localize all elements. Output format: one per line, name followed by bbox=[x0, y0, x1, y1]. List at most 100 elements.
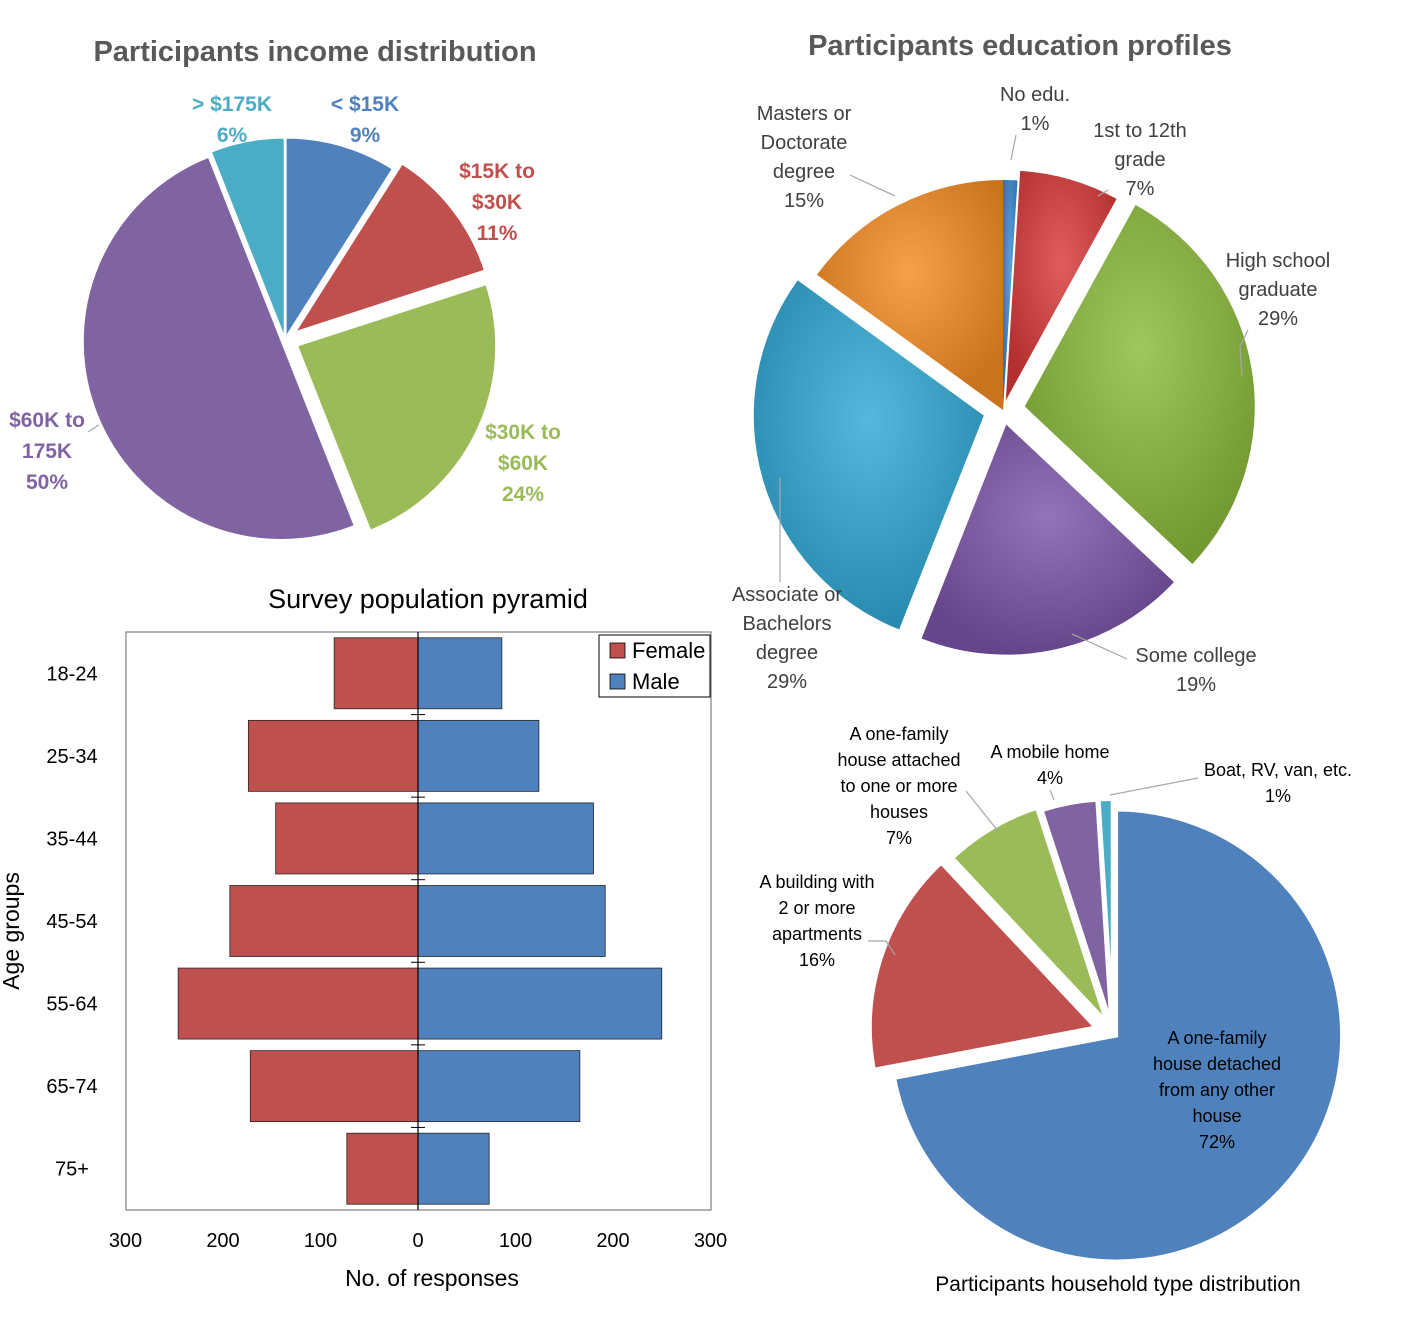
legend-label-male: Male bbox=[632, 669, 680, 694]
income-label-1: $15K to $30K 11% bbox=[459, 160, 535, 245]
female-bar-65-74 bbox=[249, 1050, 419, 1123]
income-label-0-line-1: 9% bbox=[350, 124, 381, 147]
household-label-1: A building with 2 or more apartments 16% bbox=[759, 872, 874, 970]
household-label-0: A one-family house detached from any other… bbox=[1153, 1028, 1281, 1152]
education-pie-labels: No edu. 1% 1st to 12th grade 7% High school gr… bbox=[732, 84, 1330, 696]
education-leader-line-5 bbox=[849, 174, 896, 197]
education-label-1-line-2: 7% bbox=[1126, 178, 1155, 200]
household-label-3-line-0: A mobile home bbox=[990, 742, 1109, 762]
household-label-2-line-2: to one or more bbox=[840, 776, 957, 796]
household-label-4-line-0: Boat, RV, van, etc. bbox=[1204, 760, 1352, 780]
education-label-0: No edu. 1% bbox=[1000, 84, 1070, 135]
education-label-4-line-1: Bachelors bbox=[743, 613, 832, 635]
household-slice-2 bbox=[949, 805, 1109, 1025]
income-slice-3 bbox=[83, 156, 355, 540]
male-bar-55-64 bbox=[417, 967, 663, 1040]
education-label-5: Masters or Doctorate degree 15% bbox=[757, 103, 852, 212]
education-label-5-line-3: 15% bbox=[784, 190, 824, 212]
household-label-1-line-3: 16% bbox=[799, 950, 835, 970]
income-chart-title: Participants income distribution bbox=[93, 36, 536, 68]
male-bar-25-34 bbox=[417, 719, 540, 792]
education-label-0-line-0: No edu. bbox=[1000, 84, 1070, 106]
education-label-5-line-2: degree bbox=[773, 161, 835, 183]
household-slice-1 bbox=[867, 859, 1100, 1073]
household-label-4-line-1: 1% bbox=[1265, 786, 1291, 806]
pyramid-chart-title: Survey population pyramid bbox=[268, 584, 588, 614]
income-label-3-line-0: $60K to bbox=[9, 409, 85, 432]
income-label-3-line-1: 175K bbox=[22, 440, 72, 463]
education-label-2-line-0: High school bbox=[1226, 250, 1331, 272]
income-label-2-line-0: $30K to bbox=[485, 421, 561, 444]
female-bar-18-24 bbox=[333, 637, 419, 710]
income-label-2: $30K to $60K 24% bbox=[485, 421, 561, 506]
legend-swatch-female bbox=[609, 642, 626, 659]
household-label-1-line-0: A building with bbox=[759, 872, 874, 892]
income-pie-labels: < $15K 9% $15K to $30K 11% $30K to $60K 24% $60K… bbox=[9, 93, 561, 506]
household-label-4: Boat, RV, van, etc. 1% bbox=[1204, 760, 1352, 806]
income-label-1-line-1: $30K bbox=[472, 191, 522, 214]
x-tick-label-3: 0 bbox=[412, 1230, 423, 1252]
income-label-1-line-2: 11% bbox=[477, 222, 518, 245]
household-label-0-line-0: A one-family bbox=[1167, 1028, 1266, 1048]
education-slice-shade-3 bbox=[921, 424, 1174, 655]
legend-label-female: Female bbox=[632, 638, 705, 663]
pyramid-axis: 18-24 25-34 35-44 45-54 55-64 65-74 75+ 300 200 1… bbox=[46, 632, 727, 1252]
education-label-3-line-1: 19% bbox=[1176, 674, 1216, 696]
education-label-3: Some college 19% bbox=[1135, 645, 1256, 696]
income-label-3: $60K to 175K 50% bbox=[9, 409, 85, 494]
income-slice-0 bbox=[285, 137, 393, 338]
education-slice-shade-4 bbox=[753, 280, 984, 630]
household-leader-line-4 bbox=[1109, 777, 1199, 796]
y-tick-label-6: 75+ bbox=[55, 1159, 89, 1181]
education-label-4-line-0: Associate or bbox=[732, 584, 842, 606]
female-bar-35-44 bbox=[275, 802, 419, 875]
x-tick-label-1: 200 bbox=[206, 1230, 239, 1252]
education-label-1: 1st to 12th grade 7% bbox=[1093, 120, 1186, 200]
income-label-0-line-0: < $15K bbox=[331, 93, 399, 116]
education-label-4: Associate or Bachelors degree 29% bbox=[732, 584, 842, 693]
income-slice-1 bbox=[294, 163, 486, 333]
household-label-1-line-1: 2 or more bbox=[778, 898, 855, 918]
education-label-2: High school graduate 29% bbox=[1226, 250, 1331, 330]
education-label-1-line-0: 1st to 12th bbox=[1093, 120, 1186, 142]
y-tick-label-4: 55-64 bbox=[46, 994, 97, 1016]
household-label-3: A mobile home 4% bbox=[990, 742, 1109, 788]
education-label-2-line-1: graduate bbox=[1239, 279, 1318, 301]
household-label-3-line-1: 4% bbox=[1037, 768, 1063, 788]
income-label-4: > $175K 6% bbox=[192, 93, 272, 147]
x-tick-label-4: 100 bbox=[499, 1230, 532, 1252]
education-label-5-line-1: Doctorate bbox=[761, 132, 848, 154]
y-tick-label-1: 25-34 bbox=[46, 746, 97, 768]
pyramid-x-axis-title: No. of responses bbox=[345, 1265, 519, 1291]
education-slice-shade-0 bbox=[1003, 180, 1018, 410]
y-tick-label-3: 45-54 bbox=[46, 911, 97, 933]
y-tick-label-5: 65-74 bbox=[46, 1076, 97, 1098]
female-bar-55-64 bbox=[177, 967, 419, 1040]
education-chart-title: Participants education profiles bbox=[808, 30, 1232, 62]
income-leader-line-3 bbox=[87, 424, 100, 433]
male-bar-35-44 bbox=[417, 802, 594, 875]
household-label-0-line-3: house bbox=[1192, 1106, 1241, 1126]
y-tick-label-0: 18-24 bbox=[46, 663, 97, 685]
household-label-2-line-0: A one-family bbox=[849, 724, 948, 744]
education-label-4-line-3: 29% bbox=[767, 671, 807, 693]
income-slice-4 bbox=[210, 137, 285, 337]
household-slice-0 bbox=[891, 807, 1345, 1264]
household-leader-line-3 bbox=[1049, 789, 1055, 801]
income-pie bbox=[83, 137, 497, 540]
legend-swatch-male bbox=[609, 673, 626, 690]
education-label-4-line-2: degree bbox=[756, 642, 818, 664]
education-leader-line-2 bbox=[1239, 329, 1249, 377]
household-chart-title: Participants household type distribution bbox=[935, 1273, 1300, 1296]
education-label-3-line-0: Some college bbox=[1135, 645, 1256, 667]
household-label-2-line-4: 7% bbox=[886, 828, 912, 848]
education-leader-line-0 bbox=[1010, 134, 1017, 161]
household-leader-line-1 bbox=[868, 940, 896, 956]
male-bar-45-54 bbox=[417, 885, 606, 957]
pyramid-y-axis-title: Age groups bbox=[0, 872, 24, 990]
education-slice-shade-2 bbox=[1024, 205, 1255, 565]
female-bar-45-54 bbox=[229, 885, 419, 957]
pyramid-bars bbox=[177, 637, 663, 1205]
